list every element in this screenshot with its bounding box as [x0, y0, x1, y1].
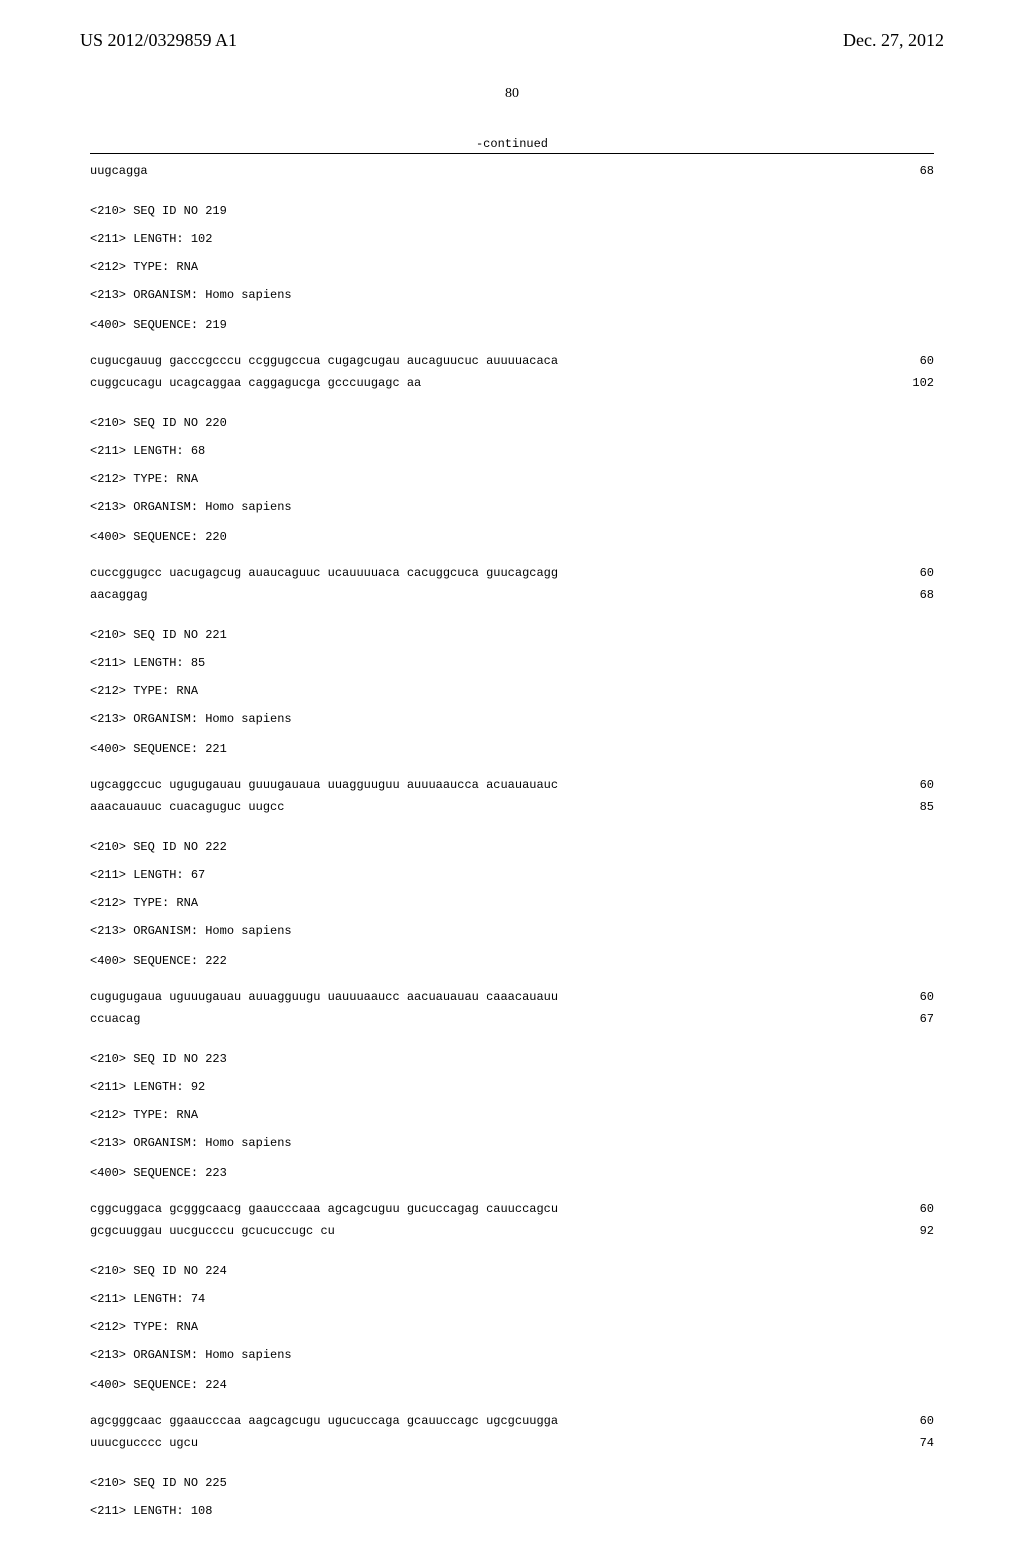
sequence-text: aacaggag: [90, 586, 148, 604]
sequence-position: 74: [900, 1434, 934, 1452]
sequence-position: 60: [900, 564, 934, 582]
seq-id-line: <210> SEQ ID NO 221: [90, 626, 934, 644]
sequence-label: <400> SEQUENCE: 221: [90, 740, 934, 758]
sequence-text: gcgcuuggau uucgucccu gcucuccugc cu: [90, 1222, 335, 1240]
sequence-line: uugcagga 68: [90, 162, 934, 180]
seq-id-line: <210> SEQ ID NO 224: [90, 1262, 934, 1280]
sequence-text: cuggcucagu ucagcaggaa caggagucga gcccuug…: [90, 374, 421, 392]
sequence-position: 60: [900, 352, 934, 370]
sequence-label: <400> SEQUENCE: 219: [90, 316, 934, 334]
sequence-entry: <210> SEQ ID NO 224 <211> LENGTH: 74 <21…: [90, 1262, 934, 1452]
sequence-text: uugcagga: [90, 162, 148, 180]
sequence-position: 68: [900, 162, 934, 180]
sequence-label: <400> SEQUENCE: 223: [90, 1164, 934, 1182]
sequence-label: <400> SEQUENCE: 222: [90, 952, 934, 970]
type-line: <212> TYPE: RNA: [90, 894, 934, 912]
length-line: <211> LENGTH: 102: [90, 230, 934, 248]
sequence-entry: <210> SEQ ID NO 221 <211> LENGTH: 85 <21…: [90, 626, 934, 816]
organism-line: <213> ORGANISM: Homo sapiens: [90, 1134, 934, 1152]
organism-line: <213> ORGANISM: Homo sapiens: [90, 286, 934, 304]
sequence-line: uuucgucccc ugcu 74: [90, 1434, 934, 1452]
sequence-text: ugcaggccuc ugugugauau guuugauaua uuagguu…: [90, 776, 558, 794]
sequence-position: 102: [892, 374, 934, 392]
length-line: <211> LENGTH: 92: [90, 1078, 934, 1096]
sequence-metadata: <210> SEQ ID NO 219 <211> LENGTH: 102 <2…: [90, 202, 934, 304]
sequence-text: cugugugaua uguuugauau auuagguugu uauuuaa…: [90, 988, 558, 1006]
seq-id-line: <210> SEQ ID NO 220: [90, 414, 934, 432]
sequence-line: ugcaggccuc ugugugauau guuugauaua uuagguu…: [90, 776, 934, 794]
sequence-entry-trailing: <210> SEQ ID NO 225 <211> LENGTH: 108: [90, 1474, 934, 1520]
content-area: -continued uugcagga 68 <210> SEQ ID NO 2…: [80, 137, 944, 1520]
sequence-entry: <210> SEQ ID NO 222 <211> LENGTH: 67 <21…: [90, 838, 934, 1028]
type-line: <212> TYPE: RNA: [90, 1318, 934, 1336]
organism-line: <213> ORGANISM: Homo sapiens: [90, 1346, 934, 1364]
sequence-text: aaacauauuc cuacaguguc uugcc: [90, 798, 284, 816]
organism-line: <213> ORGANISM: Homo sapiens: [90, 498, 934, 516]
page-header: US 2012/0329859 A1 Dec. 27, 2012: [80, 30, 944, 51]
divider-line: [90, 153, 934, 154]
type-line: <212> TYPE: RNA: [90, 470, 934, 488]
sequence-metadata: <210> SEQ ID NO 222 <211> LENGTH: 67 <21…: [90, 838, 934, 940]
sequence-position: 60: [900, 776, 934, 794]
publication-date: Dec. 27, 2012: [843, 30, 944, 51]
length-line: <211> LENGTH: 108: [90, 1502, 934, 1520]
type-line: <212> TYPE: RNA: [90, 1106, 934, 1124]
sequence-entry: <210> SEQ ID NO 219 <211> LENGTH: 102 <2…: [90, 202, 934, 392]
continued-label: -continued: [90, 137, 934, 151]
sequence-label: <400> SEQUENCE: 220: [90, 528, 934, 546]
sequence-metadata: <210> SEQ ID NO 221 <211> LENGTH: 85 <21…: [90, 626, 934, 728]
page-number: 80: [80, 86, 944, 102]
sequence-line: cugucgauug gacccgcccu ccggugccua cugagcu…: [90, 352, 934, 370]
sequence-text: cugucgauug gacccgcccu ccggugccua cugagcu…: [90, 352, 558, 370]
sequence-position: 67: [900, 1010, 934, 1028]
seq-id-line: <210> SEQ ID NO 223: [90, 1050, 934, 1068]
sequence-line: cggcuggaca gcgggcaacg gaaucccaaa agcagcu…: [90, 1200, 934, 1218]
length-line: <211> LENGTH: 85: [90, 654, 934, 672]
type-line: <212> TYPE: RNA: [90, 682, 934, 700]
sequence-line: cugugugaua uguuugauau auuagguugu uauuuaa…: [90, 988, 934, 1006]
sequence-text: agcgggcaac ggaaucccaa aagcagcugu ugucucc…: [90, 1412, 558, 1430]
sequence-text: cuccggugcc uacugagcug auaucaguuc ucauuuu…: [90, 564, 558, 582]
sequence-line: cuccggugcc uacugagcug auaucaguuc ucauuuu…: [90, 564, 934, 582]
sequence-position: 68: [900, 586, 934, 604]
type-line: <212> TYPE: RNA: [90, 258, 934, 276]
sequence-line: gcgcuuggau uucgucccu gcucuccugc cu 92: [90, 1222, 934, 1240]
sequence-line: ccuacag 67: [90, 1010, 934, 1028]
sequence-metadata: <210> SEQ ID NO 220 <211> LENGTH: 68 <21…: [90, 414, 934, 516]
sequence-text: uuucgucccc ugcu: [90, 1434, 198, 1452]
length-line: <211> LENGTH: 67: [90, 866, 934, 884]
sequence-metadata: <210> SEQ ID NO 224 <211> LENGTH: 74 <21…: [90, 1262, 934, 1364]
sequence-position: 60: [900, 988, 934, 1006]
sequence-line: aacaggag 68: [90, 586, 934, 604]
page-container: US 2012/0329859 A1 Dec. 27, 2012 80 -con…: [0, 0, 1024, 1562]
seq-id-line: <210> SEQ ID NO 222: [90, 838, 934, 856]
sequence-position: 92: [900, 1222, 934, 1240]
sequence-text: cggcuggaca gcgggcaacg gaaucccaaa agcagcu…: [90, 1200, 558, 1218]
sequence-metadata: <210> SEQ ID NO 223 <211> LENGTH: 92 <21…: [90, 1050, 934, 1152]
organism-line: <213> ORGANISM: Homo sapiens: [90, 710, 934, 728]
sequence-line: aaacauauuc cuacaguguc uugcc 85: [90, 798, 934, 816]
sequence-line: cuggcucagu ucagcaggaa caggagucga gcccuug…: [90, 374, 934, 392]
sequence-position: 85: [900, 798, 934, 816]
seq-id-line: <210> SEQ ID NO 219: [90, 202, 934, 220]
organism-line: <213> ORGANISM: Homo sapiens: [90, 922, 934, 940]
sequence-position: 60: [900, 1412, 934, 1430]
sequence-text: ccuacag: [90, 1010, 140, 1028]
sequence-entry-leading: uugcagga 68: [90, 162, 934, 180]
sequence-entry: <210> SEQ ID NO 223 <211> LENGTH: 92 <21…: [90, 1050, 934, 1240]
sequence-entry: <210> SEQ ID NO 220 <211> LENGTH: 68 <21…: [90, 414, 934, 604]
sequence-label: <400> SEQUENCE: 224: [90, 1376, 934, 1394]
sequence-line: agcgggcaac ggaaucccaa aagcagcugu ugucucc…: [90, 1412, 934, 1430]
length-line: <211> LENGTH: 74: [90, 1290, 934, 1308]
seq-id-line: <210> SEQ ID NO 225: [90, 1474, 934, 1492]
publication-number: US 2012/0329859 A1: [80, 30, 237, 51]
length-line: <211> LENGTH: 68: [90, 442, 934, 460]
sequence-position: 60: [900, 1200, 934, 1218]
